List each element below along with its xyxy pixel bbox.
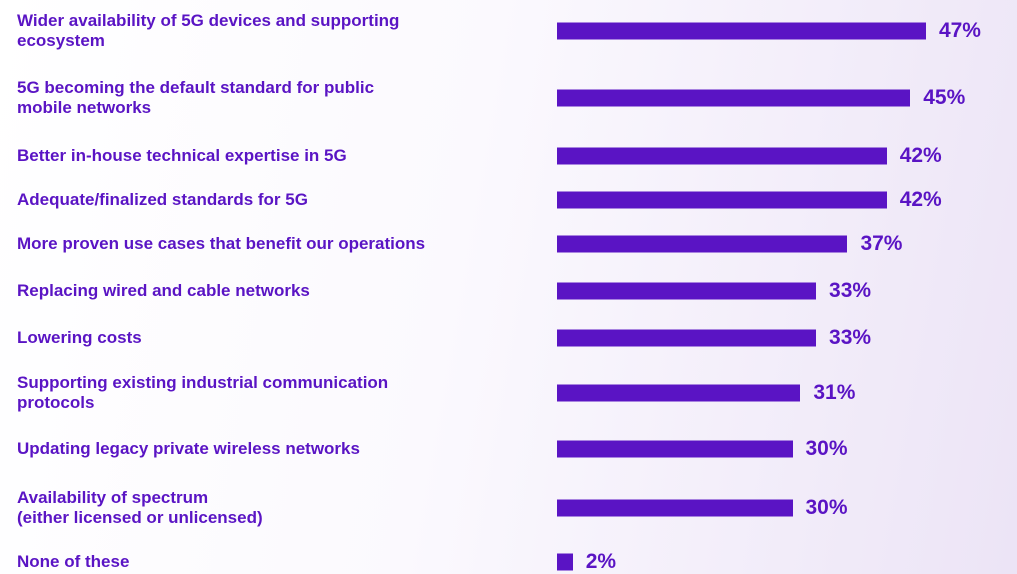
bar [557,235,848,253]
value-label: 47% [938,19,981,42]
category-label: Availability of spectrum (either license… [17,488,263,527]
bar [557,384,801,402]
category-label: 5G becoming the default standard for pub… [17,78,375,117]
value-label: 33% [829,279,872,302]
category-label: Lowering costs [17,328,142,347]
value-label: 37% [860,232,903,255]
bar [557,22,926,40]
bar [557,499,793,517]
value-label: 42% [899,188,942,211]
category-label: Wider availability of 5G devices and sup… [17,11,400,50]
bar [557,191,887,209]
category-label: None of these [17,552,130,571]
value-label: 33% [829,326,872,349]
bar [557,329,817,347]
value-label: 30% [805,437,848,460]
category-label: Adequate/finalized standards for 5G [17,190,308,209]
value-label: 42% [899,144,942,167]
category-label: Better in-house technical expertise in 5… [17,146,347,165]
category-label: Replacing wired and cable networks [17,281,310,300]
value-label: 45% [923,86,966,109]
bar [557,440,793,458]
value-label: 30% [805,496,848,519]
category-label: Supporting existing industrial communica… [17,373,389,412]
bar [557,147,887,165]
category-label: Updating legacy private wireless network… [17,439,360,458]
bar [557,282,817,300]
category-label: More proven use cases that benefit our o… [17,234,426,253]
value-label: 31% [813,381,856,404]
bar [557,89,911,107]
bar [557,553,573,571]
value-label: 2% [585,550,617,573]
